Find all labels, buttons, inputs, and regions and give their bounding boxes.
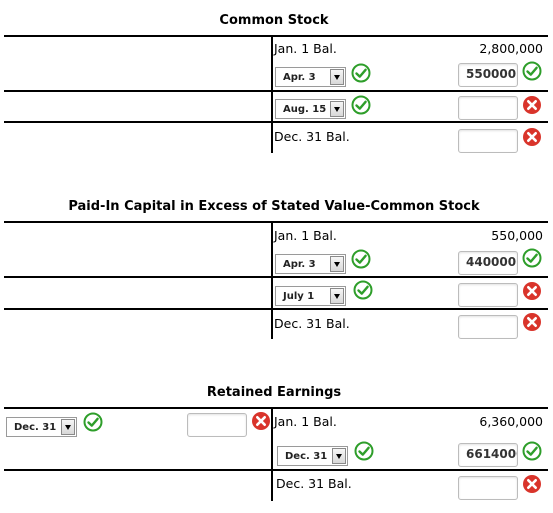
- check-correct-icon: [522, 441, 542, 461]
- debit-amount-input-dec31[interactable]: [187, 413, 247, 437]
- jan1-balance-label: Jan. 1 Bal.: [274, 228, 337, 243]
- amount-input-july1[interactable]: [458, 283, 518, 307]
- date-select-value: Dec. 31: [14, 421, 57, 433]
- row-divider: [4, 469, 548, 471]
- amount-input-dec31-balance[interactable]: [458, 315, 518, 339]
- dec31-balance-label: Dec. 31 Bal.: [276, 476, 352, 491]
- check-correct-icon: [351, 63, 371, 83]
- date-select-value: July 1: [283, 290, 315, 302]
- incorrect-x-icon: [523, 282, 541, 300]
- amount-input-apr3[interactable]: 550000: [458, 63, 518, 87]
- t-account-top-rule: [4, 35, 548, 37]
- check-correct-icon: [522, 248, 542, 268]
- amount-input-dec31-balance[interactable]: [458, 129, 518, 153]
- row-divider: [4, 90, 548, 92]
- jan1-balance-amount: 550,000: [491, 228, 543, 243]
- amount-input-apr3[interactable]: 440000: [458, 251, 518, 275]
- t-account-divider: [271, 35, 273, 153]
- row-divider: [4, 276, 548, 278]
- date-select-apr3[interactable]: Apr. 3: [275, 254, 346, 274]
- debit-date-select-dec31[interactable]: Dec. 31: [6, 417, 77, 437]
- amount-input-dec31-balance[interactable]: [458, 476, 518, 500]
- date-select-value: Dec. 31: [285, 450, 328, 462]
- account-title-retained-earnings: Retained Earnings: [206, 385, 342, 400]
- check-correct-icon: [351, 249, 371, 269]
- account-title-common-stock: Common Stock: [219, 13, 329, 28]
- row-divider: [4, 121, 548, 123]
- account-title-paid-in-capital: Paid-In Capital in Excess of Stated Valu…: [68, 199, 480, 214]
- jan1-balance-amount: 6,360,000: [479, 414, 543, 429]
- date-select-aug15[interactable]: Aug. 15: [275, 99, 346, 119]
- amount-input-dec31[interactable]: 6614000: [458, 443, 518, 467]
- chevron-down-icon[interactable]: [330, 288, 344, 304]
- check-correct-icon: [354, 441, 374, 461]
- dec31-balance-label: Dec. 31 Bal.: [274, 129, 350, 144]
- check-correct-icon: [83, 412, 103, 432]
- amount-input-aug15[interactable]: [458, 96, 518, 120]
- incorrect-x-icon: [523, 96, 541, 114]
- date-select-value: Apr. 3: [283, 258, 316, 270]
- check-correct-icon: [351, 95, 371, 115]
- chevron-down-icon[interactable]: [330, 256, 344, 272]
- date-select-value: Aug. 15: [283, 103, 327, 115]
- row-divider: [4, 308, 548, 310]
- jan1-balance-label: Jan. 1 Bal.: [274, 414, 337, 429]
- dec31-balance-label: Dec. 31 Bal.: [274, 316, 350, 331]
- t-account-top-rule: [4, 407, 548, 409]
- check-correct-icon: [353, 280, 373, 300]
- date-select-july1[interactable]: July 1: [275, 286, 346, 306]
- jan1-balance-amount: 2,800,000: [479, 41, 543, 56]
- date-select-apr3[interactable]: Apr. 3: [275, 67, 346, 87]
- incorrect-x-icon: [523, 313, 541, 331]
- date-select-value: Apr. 3: [283, 71, 316, 83]
- date-select-dec31[interactable]: Dec. 31: [277, 446, 348, 466]
- chevron-down-icon[interactable]: [61, 419, 75, 435]
- chevron-down-icon[interactable]: [332, 448, 346, 464]
- incorrect-x-icon: [523, 128, 541, 146]
- check-correct-icon: [522, 61, 542, 81]
- t-account-divider: [271, 407, 273, 501]
- jan1-balance-label: Jan. 1 Bal.: [274, 41, 337, 56]
- chevron-down-icon[interactable]: [330, 69, 344, 85]
- chevron-down-icon[interactable]: [330, 101, 344, 117]
- t-account-top-rule: [4, 221, 548, 223]
- incorrect-x-icon: [523, 475, 541, 493]
- incorrect-x-icon: [252, 412, 270, 430]
- t-account-divider: [271, 221, 273, 339]
